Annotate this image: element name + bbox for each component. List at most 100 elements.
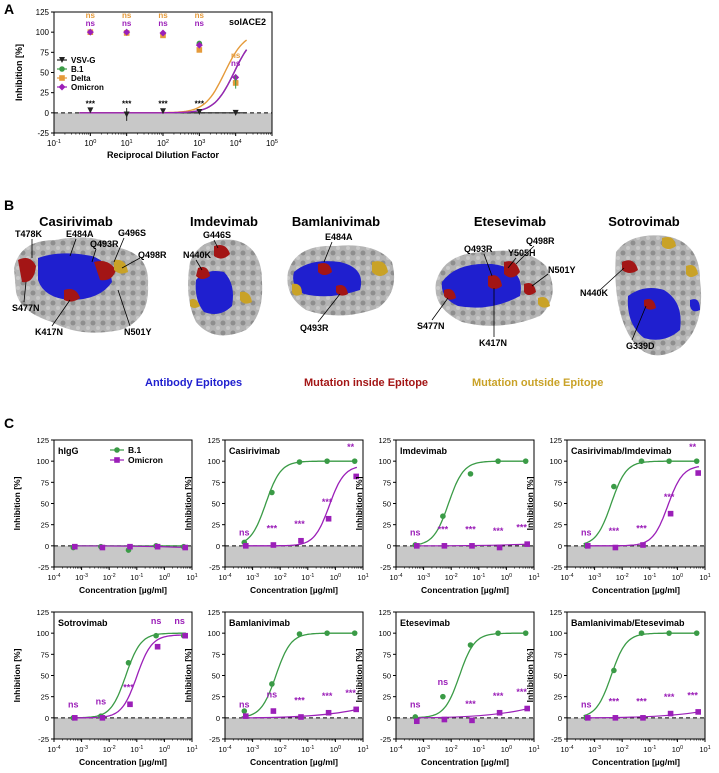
data-point	[324, 630, 330, 636]
data-point	[666, 458, 672, 464]
y-axis-label: Inhibition [%]	[354, 476, 364, 530]
fit-curve-omicron	[241, 466, 358, 547]
x-tick-label: 10-3	[246, 573, 259, 582]
data-point	[495, 458, 501, 464]
y-tick-label: 50	[554, 672, 562, 681]
significance-label: ***	[636, 696, 647, 706]
y-tick-label: 25	[554, 521, 562, 530]
mutation-inside	[94, 261, 116, 281]
x-tick-label: 101	[699, 573, 710, 582]
data-point	[522, 630, 529, 636]
data-point	[195, 41, 203, 49]
y-tick-label: 25	[41, 693, 49, 702]
mutation-inside	[444, 289, 456, 300]
subplot-bamlanivimab-etesevimab: -25 0 25 50 75 100 125 10-4 10-3 10-2 10-1 100 101 Ba…	[525, 608, 711, 767]
x-tick-label: 101	[699, 745, 710, 754]
y-tick-label: -25	[551, 735, 562, 744]
data-point	[496, 544, 503, 551]
data-point	[325, 709, 332, 716]
significance-label: ns	[410, 528, 421, 538]
subplot-etesevimab: -25 0 25 50 75 100 125 10-4 10-3 10-2 10-1 100 101 Et…	[354, 608, 540, 767]
y-tick-label: -25	[380, 735, 391, 744]
label-line	[195, 259, 203, 271]
subplot-bamlanivimab: -25 0 25 50 75 100 125 10-4 10-3 10-2 10-1 100 101 Ba…	[183, 608, 369, 767]
y-tick-label: 75	[40, 48, 49, 57]
mutation-inside	[318, 263, 332, 275]
x-tick-label: 10-4	[47, 573, 60, 582]
x-tick-label: 104	[230, 139, 242, 148]
fit-curve-b1	[412, 632, 528, 719]
x-axis-label: Concentration [µg/ml]	[421, 585, 509, 595]
y-axis-label: Inhibition [%]	[12, 476, 22, 530]
x-axis-label: Reciprocal Dilution Factor	[107, 150, 220, 160]
y-tick-label: -25	[209, 735, 220, 744]
data-point	[123, 28, 131, 36]
data-point	[154, 643, 161, 650]
y-tick-label: -25	[38, 563, 49, 572]
mutation-label: S477N	[12, 303, 40, 313]
data-point	[496, 709, 503, 716]
data-point	[666, 630, 672, 636]
data-point	[87, 107, 94, 114]
y-tick-label: 125	[207, 608, 220, 617]
label-line	[117, 289, 131, 327]
x-tick-label: 10-1	[472, 573, 485, 582]
panel-label-a: A	[4, 1, 14, 17]
significance-label: ***	[345, 688, 356, 698]
significance-label: ***	[465, 699, 476, 709]
data-point	[298, 537, 304, 544]
data-point	[324, 458, 330, 464]
structure-title: Sotrovimab	[608, 214, 680, 229]
subplot-sotrovimab: -25 0 25 50 75 100 125 10-4 10-3 10-2 10-1 100 101 So…	[12, 608, 198, 767]
y-tick-label: 50	[383, 672, 391, 681]
epitope-region	[627, 288, 681, 340]
subplot-title: Casirivimab/Imdevimab	[571, 446, 672, 456]
structure-casirivimab: Casirivimab T478K E484A Q493R G496S Q498…	[12, 214, 167, 337]
y-tick-label: -25	[38, 735, 49, 744]
label-line	[507, 257, 517, 269]
data-point	[71, 543, 78, 550]
subplot-title: Bamlanivimab	[229, 618, 291, 628]
mutation-inside	[524, 283, 536, 295]
y-tick-label: 50	[212, 500, 220, 509]
x-tick-label: 101	[357, 745, 368, 754]
data-point	[695, 709, 701, 715]
significance-label: ns	[231, 59, 241, 68]
negative-region	[54, 717, 192, 739]
y-tick-label: 125	[207, 436, 220, 445]
mutation-outside	[686, 265, 698, 277]
data-point	[524, 541, 530, 547]
y-tick-label: 125	[378, 436, 391, 445]
data-point	[351, 458, 358, 464]
y-tick-label: 100	[378, 629, 391, 638]
subplot-title: Etesevimab	[400, 618, 451, 628]
y-tick-label: 75	[212, 650, 220, 659]
y-tick-label: 0	[216, 542, 220, 551]
x-tick-label: 10-1	[643, 573, 656, 582]
data-point	[612, 715, 619, 721]
data-point	[269, 489, 275, 496]
data-point	[160, 108, 166, 115]
significance-label: ns	[86, 11, 96, 20]
label-line	[121, 257, 141, 269]
mutation-label: K417N	[35, 327, 63, 337]
mutation-outside	[662, 237, 676, 249]
label-line	[599, 267, 625, 291]
negative-region	[396, 717, 534, 739]
significance-label: ns	[410, 700, 421, 710]
fit-curve-omicron	[412, 707, 529, 719]
label-line	[631, 305, 647, 341]
significance-label: ns	[231, 51, 241, 60]
mutation-inside	[196, 267, 210, 279]
data-point	[114, 447, 120, 453]
mutation-label: Q493R	[90, 239, 119, 249]
significance-label: ***	[465, 524, 476, 534]
x-tick-label: 100	[159, 745, 170, 754]
mutation-outside	[372, 261, 388, 276]
y-tick-label: 25	[41, 521, 49, 530]
data-point	[127, 701, 133, 708]
legend-label: Delta	[71, 74, 91, 83]
x-tick-label: 10-1	[47, 139, 61, 148]
subplot-title: Imdevimab	[400, 446, 448, 456]
significance-label: ***	[493, 691, 504, 701]
